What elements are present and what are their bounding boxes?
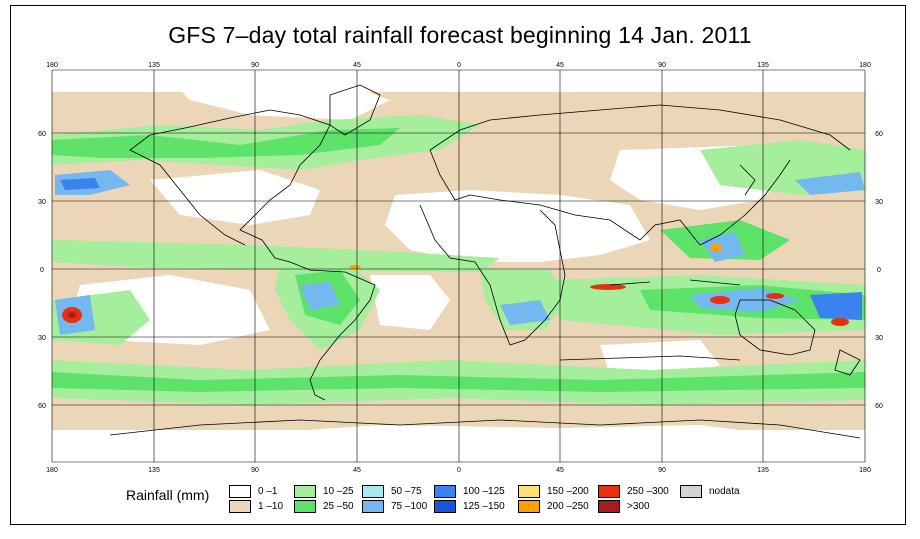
legend-label: 200 –250	[547, 501, 589, 512]
right-tick-label: 30	[875, 335, 883, 342]
graticule	[51, 69, 866, 463]
legend-item: 100 –125	[434, 485, 505, 498]
legend-item: 150 –200	[518, 485, 589, 498]
top-tick-label: 0	[457, 62, 461, 69]
legend-label: 10 –25	[323, 486, 354, 497]
bottom-tick-label: 180	[46, 467, 58, 474]
legend-label: 100 –125	[463, 486, 505, 497]
legend-item: 1 –10	[229, 500, 283, 513]
legend-swatch	[518, 500, 540, 513]
legend-item: >300	[598, 500, 650, 513]
legend-swatch	[598, 500, 620, 513]
legend-swatch	[680, 485, 702, 498]
legend-item: 0 –1	[229, 485, 277, 498]
bottom-tick-label: 135	[757, 467, 769, 474]
legend-label: 75 –100	[391, 501, 428, 512]
extreme-rain-spots	[62, 244, 849, 326]
right-tick-label: 60	[875, 131, 883, 138]
legend-item: 125 –150	[434, 500, 505, 513]
bottom-tick-label: 135	[148, 467, 160, 474]
left-tick-label: 60	[38, 403, 46, 410]
legend-swatch	[434, 500, 456, 513]
legend-swatch	[229, 500, 251, 513]
heavy-rain-cores	[55, 170, 865, 335]
legend-label: nodata	[709, 486, 740, 497]
legend-label: 25 –50	[323, 501, 354, 512]
legend-item: nodata	[680, 485, 740, 498]
legend-swatch	[362, 485, 384, 498]
legend-swatch	[294, 500, 316, 513]
top-tick-label: 135	[757, 62, 769, 69]
legend-label: 150 –200	[547, 486, 589, 497]
legend-item: 200 –250	[518, 500, 589, 513]
axis-labels: 180 135 90 45 0 45 90 135 180 180 135 90…	[38, 62, 883, 474]
legend-label: >300	[627, 501, 650, 512]
legend-swatch	[294, 485, 316, 498]
top-tick-label: 90	[251, 62, 259, 69]
legend-label: 125 –150	[463, 501, 505, 512]
legend-swatch	[598, 485, 620, 498]
bottom-tick-label: 90	[658, 467, 666, 474]
top-tick-label: 45	[556, 62, 564, 69]
legend-item: 75 –100	[362, 500, 427, 513]
coastlines	[109, 84, 861, 439]
top-tick-label: 180	[859, 62, 871, 69]
left-tick-label: 60	[38, 131, 46, 138]
legend-swatch	[229, 485, 251, 498]
legend-item: 10 –25	[294, 485, 354, 498]
top-tick-label: 45	[353, 62, 361, 69]
legend-label: 250 –300	[627, 486, 669, 497]
bottom-tick-label: 0	[457, 467, 461, 474]
legend-item: 50 –75	[362, 485, 422, 498]
bottom-tick-label: 90	[251, 467, 259, 474]
figure-frame	[10, 5, 906, 525]
right-tick-label: 0	[877, 267, 881, 274]
legend-title: Rainfall (mm)	[126, 487, 210, 503]
top-tick-label: 180	[46, 62, 58, 69]
legend-item: 25 –50	[294, 500, 354, 513]
bottom-tick-label: 180	[859, 467, 871, 474]
map-title: GFS 7–day total rainfall forecast beginn…	[168, 22, 752, 48]
legend-swatch	[434, 485, 456, 498]
right-tick-label: 60	[875, 403, 883, 410]
legend-label: 50 –75	[391, 486, 422, 497]
top-tick-label: 135	[148, 62, 160, 69]
left-tick-label: 30	[38, 199, 46, 206]
top-tick-label: 90	[658, 62, 666, 69]
bottom-tick-label: 45	[353, 467, 361, 474]
bottom-tick-label: 45	[556, 467, 564, 474]
legend-item: 250 –300	[598, 485, 669, 498]
legend-swatch	[518, 485, 540, 498]
legend-label: 1 –10	[258, 501, 284, 512]
right-tick-label: 30	[875, 199, 883, 206]
legend-label: 0 –1	[258, 486, 278, 497]
legend-swatch	[362, 500, 384, 513]
left-tick-label: 0	[40, 267, 44, 274]
left-tick-label: 30	[38, 335, 46, 342]
